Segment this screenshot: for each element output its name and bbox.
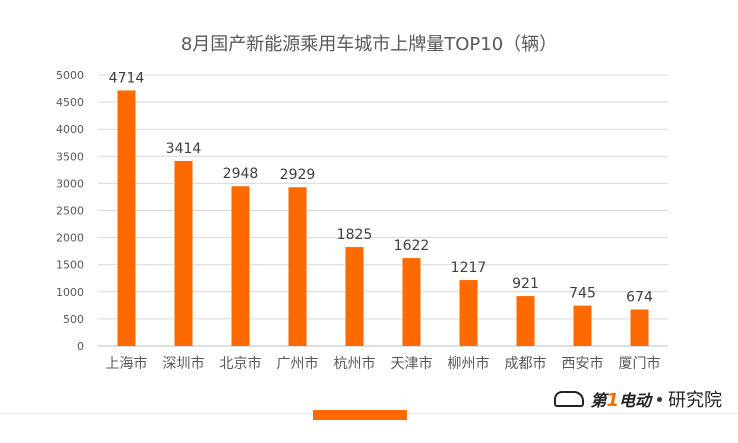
y-tick-label: 2500 <box>56 205 84 218</box>
y-tick-label: 4500 <box>56 96 84 109</box>
bars <box>117 90 649 347</box>
data-label: 1825 <box>337 227 373 243</box>
bar <box>288 187 307 346</box>
y-tick-label: 5000 <box>56 69 84 82</box>
bar <box>630 309 649 346</box>
bar <box>402 258 421 346</box>
y-tick-label: 1500 <box>56 259 84 272</box>
x-tick-label: 广州市 <box>277 355 319 372</box>
bar <box>573 305 592 346</box>
bar <box>459 280 478 346</box>
bar <box>174 160 193 346</box>
data-label: 4714 <box>109 71 145 87</box>
logo-mark: 第1电动 <box>590 390 651 411</box>
y-tick-label: 0 <box>77 340 84 353</box>
data-label: 2929 <box>280 167 316 183</box>
x-tick-label: 杭州市 <box>334 355 376 372</box>
x-tick-label: 柳州市 <box>448 355 490 372</box>
x-tick-label: 成都市 <box>505 355 547 372</box>
logo-text: 研究院 <box>668 390 722 411</box>
x-axis: 上海市 深圳市 北京市 广州市 杭州市 天津市 柳州市 成都市 西安市 厦门市 <box>106 355 661 372</box>
x-tick-label: 西安市 <box>562 355 604 372</box>
bar <box>345 247 364 346</box>
data-label: 3414 <box>166 141 202 157</box>
bar <box>117 90 136 347</box>
bar <box>231 186 250 346</box>
y-tick-label: 2000 <box>56 232 84 245</box>
data-label: 2948 <box>223 166 259 182</box>
y-axis: 0 500 1000 1500 2000 2500 3000 3500 4000 4500 5000 <box>56 69 84 353</box>
y-tick-label: 3000 <box>56 177 84 190</box>
x-tick-label: 北京市 <box>220 355 262 372</box>
y-tick-label: 4000 <box>56 123 84 136</box>
grid-lines <box>98 74 668 347</box>
y-tick-label: 3500 <box>56 150 84 163</box>
x-tick-label: 厦门市 <box>619 355 661 372</box>
data-label: 921 <box>512 276 539 292</box>
car-icon <box>554 391 585 407</box>
chart-title: 8月国产新能源乘用车城市上牌量TOP10（辆） <box>181 34 557 55</box>
y-tick-label: 500 <box>63 313 84 326</box>
x-tick-label: 深圳市 <box>163 355 205 372</box>
brand-logo: 第1电动 研究院 <box>554 386 722 412</box>
data-label: 674 <box>626 289 653 305</box>
data-labels: 4714 3414 2948 2929 1825 1622 1217 921 745 674 <box>109 71 653 306</box>
data-label: 1622 <box>394 238 430 254</box>
x-tick-label: 上海市 <box>106 355 148 372</box>
data-label: 745 <box>569 286 596 302</box>
x-tick-label: 天津市 <box>391 355 433 372</box>
separator-dot <box>657 396 662 402</box>
footer-accent-bar <box>313 410 407 420</box>
data-label: 1217 <box>451 260 487 276</box>
bar <box>516 296 535 346</box>
y-tick-label: 1000 <box>56 286 84 299</box>
